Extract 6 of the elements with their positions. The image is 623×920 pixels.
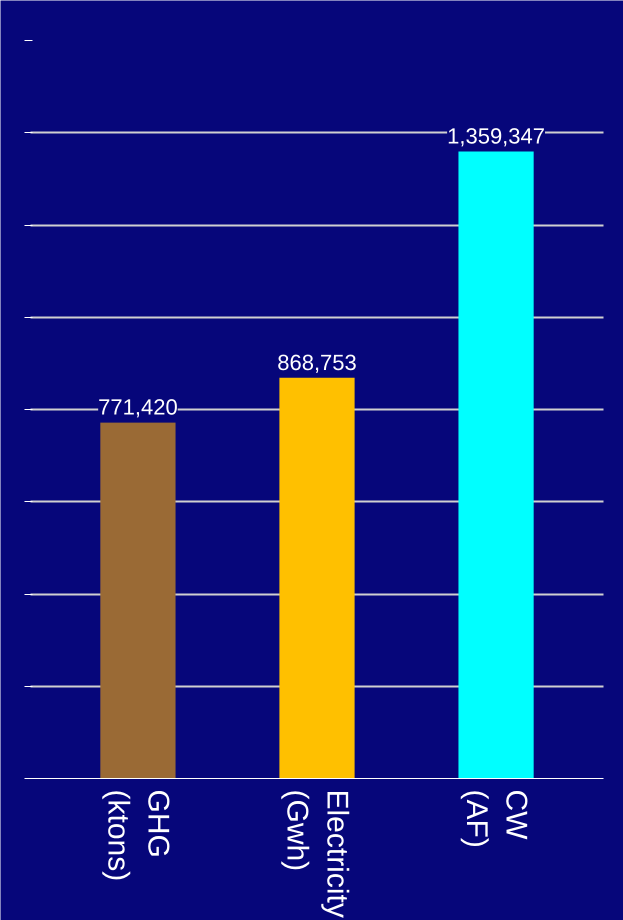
x-tick-label: GHG (ktons): [102, 790, 174, 882]
data-label: 868,753: [277, 350, 357, 375]
data-label: 1,359,347: [447, 124, 545, 148]
data-label: 771,420: [98, 394, 178, 420]
x-tick-label: Electricity (Gwh): [280, 790, 354, 918]
x-tick-label: CW (AF): [460, 790, 532, 848]
